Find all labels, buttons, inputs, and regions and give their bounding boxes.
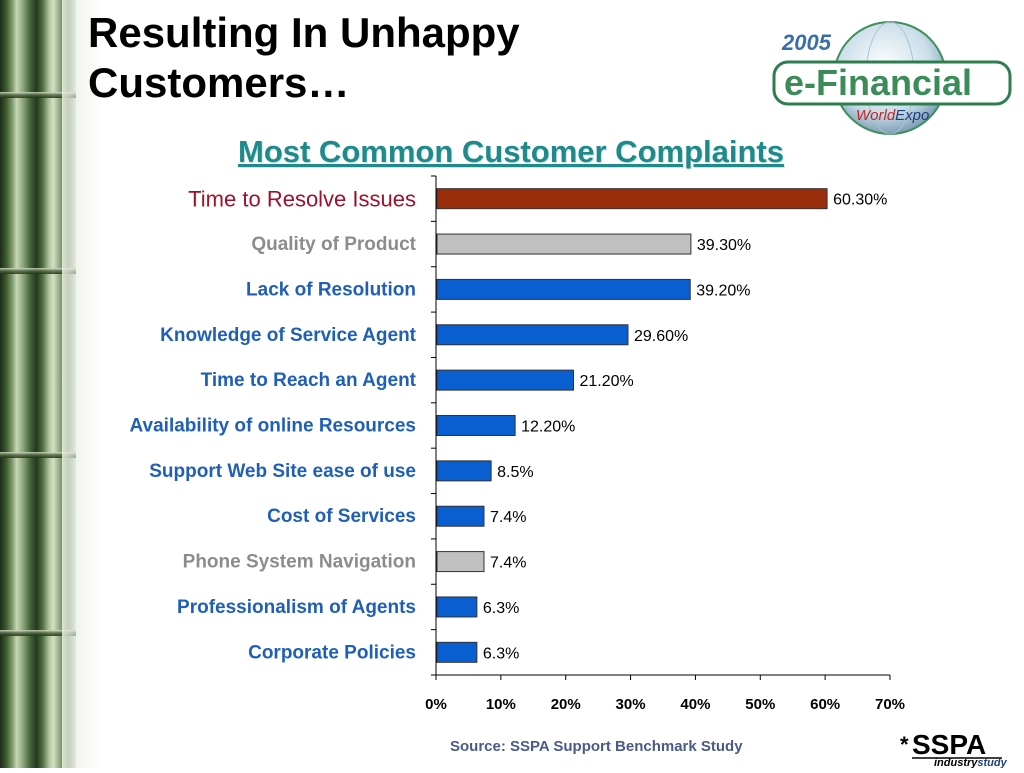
x-tick-label: 0% [425, 696, 447, 713]
logo-subtitle: WorldExpo [856, 107, 929, 124]
bar [436, 233, 692, 255]
category-label: Corporate Policies [248, 642, 416, 663]
data-label: 12.20% [521, 419, 575, 436]
slide-title: Resulting In Unhappy Customers… [88, 9, 520, 106]
category-label: Time to Resolve Issues [188, 187, 416, 212]
bamboo-node [0, 92, 76, 98]
x-tick-label: 70% [875, 696, 905, 713]
category-label: Support Web Site ease of use [149, 461, 416, 482]
bar [436, 415, 516, 436]
sspa-tagline: industrystudy [934, 757, 1008, 768]
x-tick-label: 60% [810, 696, 840, 713]
category-label: Cost of Services [267, 506, 416, 527]
bar [436, 505, 485, 527]
data-label: 7.4% [490, 555, 526, 572]
bamboo-fade [62, 0, 102, 768]
bar [436, 369, 574, 391]
data-label: 29.60% [634, 328, 688, 345]
data-label: 21.20% [579, 373, 633, 390]
x-tick-label: 10% [486, 696, 516, 713]
logo-year: 2005 [781, 30, 832, 55]
category-label: Quality of Product [251, 234, 416, 255]
x-tick-label: 20% [551, 696, 581, 713]
sspa-name: SSPA [912, 729, 986, 760]
data-label: 8.5% [497, 464, 533, 481]
bar [436, 596, 478, 618]
category-label: Time to Reach an Agent [201, 370, 417, 391]
bar [436, 460, 492, 482]
category-label: Phone System Navigation [183, 552, 416, 573]
data-label: 39.30% [697, 237, 751, 254]
bar [436, 278, 691, 300]
category-label: Lack of Resolution [246, 279, 416, 300]
bar [436, 188, 828, 210]
x-tick-label: 40% [680, 696, 710, 713]
category-label: Availability of online Resources [130, 416, 416, 437]
data-label: 6.3% [483, 600, 519, 617]
sspa-logo: * SSPA industrystudy [898, 728, 1018, 769]
x-tick-label: 50% [745, 696, 775, 713]
e-financial-logo: 2005 e-Financial WorldExpo [770, 18, 1014, 138]
category-label: Professionalism of Agents [177, 597, 416, 618]
bar [436, 641, 478, 663]
data-label: 6.3% [483, 645, 519, 662]
bar [436, 324, 629, 346]
logo-name: e-Financial [784, 62, 972, 103]
data-label: 60.30% [833, 192, 887, 209]
category-label: Knowledge of Service Agent [160, 325, 417, 346]
source-note: Source: SSPA Support Benchmark Study [450, 738, 743, 755]
data-label: 39.20% [696, 282, 750, 299]
chart-title: Most Common Customer Complaints [238, 134, 784, 169]
x-tick-label: 30% [616, 696, 646, 713]
bamboo-node [0, 630, 76, 636]
bamboo-node [0, 452, 76, 458]
data-label: 7.4% [490, 509, 526, 526]
bamboo-node [0, 268, 76, 274]
bar [436, 551, 485, 573]
sspa-asterisk: * [900, 732, 909, 757]
